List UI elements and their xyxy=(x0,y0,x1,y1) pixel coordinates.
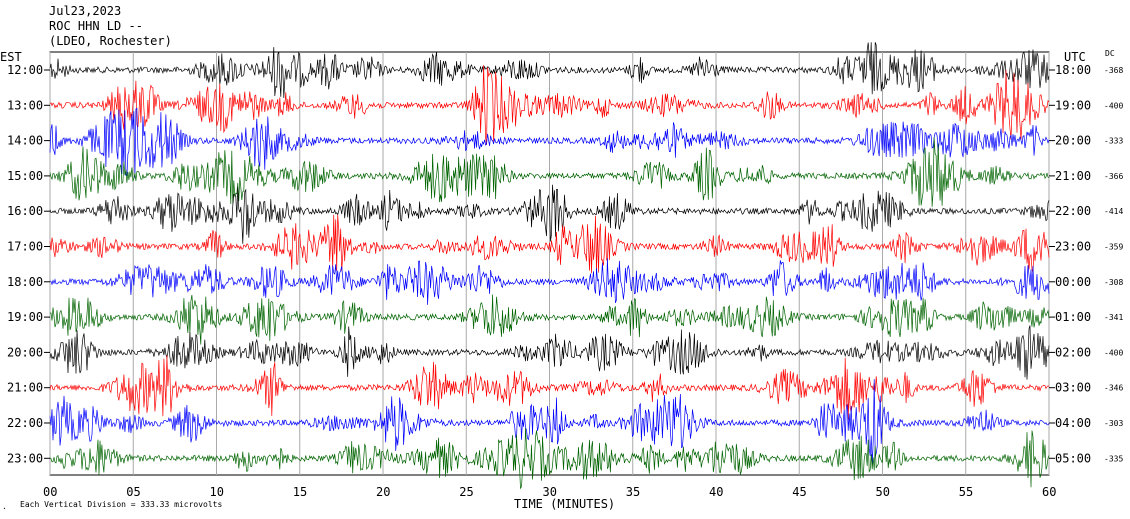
y-labels-right: 18:00 19:00 20:00 21:00 22:00 23:00 00:00 01:00… xyxy=(1055,63,1091,465)
dc-offset-value: -414 xyxy=(1104,207,1123,216)
x-tick-label: 35 xyxy=(626,485,640,499)
dc-offset-values: -368 -400 -333 -366 -414 -359 -308 -341 -400 -346… xyxy=(1104,66,1123,463)
grid-lines xyxy=(44,52,1055,475)
dc-offset-value: -346 xyxy=(1104,384,1123,393)
dc-offset-value: -341 xyxy=(1104,313,1123,322)
x-tick-label: 05 xyxy=(126,485,140,499)
trace-line xyxy=(49,355,1050,420)
y-label-right: 04:00 xyxy=(1055,416,1091,430)
x-tick-label: 55 xyxy=(959,485,973,499)
dc-offset-value: -303 xyxy=(1104,419,1123,428)
trace-line xyxy=(49,65,1050,146)
header-date: Jul23,2023 xyxy=(49,4,122,18)
y-label-right: 01:00 xyxy=(1055,310,1091,324)
y-label-left: 12:00 xyxy=(7,63,43,77)
dc-offset-value: -368 xyxy=(1104,66,1123,75)
trace-line xyxy=(49,107,1050,178)
x-tick-label: 60 xyxy=(1042,485,1056,499)
y-labels-left: 12:00 13:00 14:00 15:00 16:00 17:00 18:00 19:00… xyxy=(7,63,43,465)
x-tick-label: 10 xyxy=(210,485,224,499)
y-label-right: 18:00 xyxy=(1055,63,1091,77)
dc-offset-value: -333 xyxy=(1104,137,1123,146)
y-label-left: 20:00 xyxy=(7,345,43,359)
y-label-right: 02:00 xyxy=(1055,345,1091,359)
dc-offset-value: -308 xyxy=(1104,278,1123,287)
x-tick-label: 25 xyxy=(459,485,473,499)
trace-line xyxy=(49,379,1050,465)
dc-offset-value: -366 xyxy=(1104,172,1123,181)
y-label-right: 23:00 xyxy=(1055,240,1091,254)
x-tick-label: 45 xyxy=(792,485,806,499)
x-tick-label: 50 xyxy=(876,485,890,499)
y-label-left: 23:00 xyxy=(7,451,43,465)
y-label-right: 21:00 xyxy=(1055,169,1091,183)
right-timezone-label: UTC xyxy=(1064,50,1086,64)
y-label-left: 14:00 xyxy=(7,134,43,148)
header-location: (LDEO, Rochester) xyxy=(49,34,172,48)
x-tick-labels: 00 05 10 15 20 25 30 35 40 45 50 55 60 xyxy=(43,485,1056,499)
trace-line xyxy=(49,428,1050,490)
dc-offset-value: -400 xyxy=(1104,101,1123,110)
dc-offset-value: -335 xyxy=(1104,454,1123,463)
footer-small-mark: . xyxy=(2,502,7,511)
trace-line xyxy=(49,258,1050,305)
x-tick-label: 30 xyxy=(543,485,557,499)
y-label-right: 05:00 xyxy=(1055,451,1091,465)
header-station: ROC HHN LD -- xyxy=(49,19,143,33)
y-label-left: 16:00 xyxy=(7,204,43,218)
y-label-right: 03:00 xyxy=(1055,381,1091,395)
y-label-left: 17:00 xyxy=(7,240,43,254)
y-label-right: 20:00 xyxy=(1055,134,1091,148)
y-label-left: 15:00 xyxy=(7,169,43,183)
dc-offset-value: -359 xyxy=(1104,243,1123,252)
trace-lines xyxy=(49,42,1050,490)
dc-column-label: DC xyxy=(1105,49,1115,58)
y-label-right: 19:00 xyxy=(1055,98,1091,112)
y-label-left: 18:00 xyxy=(7,275,43,289)
trace-line xyxy=(50,294,1050,345)
x-tick-label: 20 xyxy=(376,485,390,499)
trace-line xyxy=(49,184,1050,244)
dc-offset-value: -400 xyxy=(1104,348,1123,357)
y-label-left: 21:00 xyxy=(7,381,43,395)
trace-line xyxy=(49,325,1050,380)
y-label-left: 22:00 xyxy=(7,416,43,430)
x-tick-label: 40 xyxy=(709,485,723,499)
trace-line xyxy=(49,137,1050,207)
footer-scale-note: Each Vertical Division = 333.33 microvol… xyxy=(20,500,223,509)
left-timezone-label: EST xyxy=(0,50,22,64)
y-label-right: 22:00 xyxy=(1055,204,1091,218)
x-tick-label: 15 xyxy=(293,485,307,499)
x-axis-title: TIME (MINUTES) xyxy=(514,497,615,511)
y-label-left: 19:00 xyxy=(7,310,43,324)
x-tick-label: 00 xyxy=(43,485,57,499)
y-label-left: 13:00 xyxy=(7,98,43,112)
trace-line xyxy=(49,42,1050,99)
y-label-right: 00:00 xyxy=(1055,275,1091,289)
trace-line xyxy=(49,214,1050,275)
